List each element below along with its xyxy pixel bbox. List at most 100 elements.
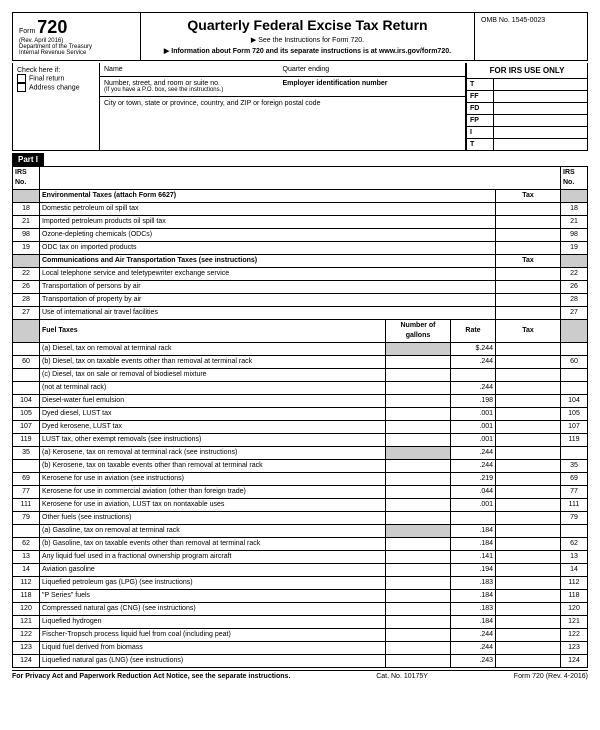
irs-no: 79 — [13, 512, 40, 525]
tax-input[interactable] — [496, 294, 561, 307]
city-label[interactable]: City or town, state or province, country… — [104, 100, 461, 120]
gallons-input[interactable] — [386, 655, 451, 668]
irs-no-r — [561, 447, 588, 460]
tax-input[interactable] — [496, 629, 561, 642]
gallons-input[interactable] — [386, 382, 451, 395]
tax-input[interactable] — [496, 473, 561, 486]
rate: .184 — [451, 590, 496, 603]
tax-input[interactable] — [496, 590, 561, 603]
gallons-input[interactable] — [386, 473, 451, 486]
tax-input[interactable] — [496, 229, 561, 242]
irs-row-value[interactable] — [494, 91, 587, 102]
irs-no-r: 104 — [561, 395, 588, 408]
tax-input[interactable] — [496, 460, 561, 473]
tax-input[interactable] — [496, 577, 561, 590]
quarter-field[interactable]: Quarter ending — [283, 66, 462, 73]
tax-input[interactable] — [496, 512, 561, 525]
irs-row-label: FD — [467, 103, 494, 114]
irs-no-r: 105 — [561, 408, 588, 421]
gallons-input[interactable] — [386, 512, 451, 525]
address-change-checkbox[interactable] — [17, 83, 26, 92]
tax-input[interactable] — [496, 242, 561, 255]
footer-left: For Privacy Act and Paperwork Reduction … — [12, 673, 290, 680]
tax-input[interactable] — [496, 408, 561, 421]
irs-no-r — [561, 382, 588, 395]
tax-input[interactable] — [496, 434, 561, 447]
gallons-input[interactable] — [386, 538, 451, 551]
tax-input[interactable] — [496, 395, 561, 408]
irs-no-r: 77 — [561, 486, 588, 499]
gallons-input[interactable] — [386, 408, 451, 421]
tax-input[interactable] — [496, 369, 561, 382]
gallons-input[interactable] — [386, 564, 451, 577]
gallons-input[interactable] — [386, 629, 451, 642]
gallons-input[interactable] — [386, 525, 451, 538]
irs-row-value[interactable] — [494, 103, 587, 114]
irs-row-value[interactable] — [494, 127, 587, 138]
tax-input[interactable] — [496, 356, 561, 369]
irs-row-value[interactable] — [494, 115, 587, 126]
irs-row-value[interactable] — [494, 139, 587, 150]
gallons-input[interactable] — [386, 642, 451, 655]
name-field[interactable]: Name — [104, 66, 283, 73]
irs-row-value[interactable] — [494, 79, 587, 90]
tax-input[interactable] — [496, 642, 561, 655]
tax-input[interactable] — [496, 603, 561, 616]
final-return-checkbox[interactable] — [17, 74, 26, 83]
tax-input[interactable] — [496, 281, 561, 294]
tax-input[interactable] — [496, 203, 561, 216]
gallons-input[interactable] — [386, 460, 451, 473]
line-desc: Transportation of persons by air — [40, 281, 496, 294]
rate: .184 — [451, 538, 496, 551]
gallons-input[interactable] — [386, 603, 451, 616]
tax-input[interactable] — [496, 268, 561, 281]
irs-header: FOR IRS USE ONLY — [467, 63, 587, 79]
ein-label[interactable]: Employer identification number — [283, 80, 462, 93]
irs-no-r: 21 — [561, 216, 588, 229]
irs-no: 123 — [13, 642, 40, 655]
tax-input[interactable] — [496, 499, 561, 512]
line-desc: Aviation gasoline — [40, 564, 386, 577]
tax-input[interactable] — [496, 525, 561, 538]
rate: .244 — [451, 382, 496, 395]
irs-no-r: 123 — [561, 642, 588, 655]
fuel-header: Fuel Taxes — [40, 320, 386, 343]
tax-input[interactable] — [496, 382, 561, 395]
gallons-input[interactable] — [386, 577, 451, 590]
gallons-input[interactable] — [386, 499, 451, 512]
gallons-input[interactable] — [386, 486, 451, 499]
tax-input[interactable] — [496, 216, 561, 229]
gallons-input[interactable] — [386, 369, 451, 382]
gallons-input[interactable] — [386, 590, 451, 603]
gallons-input[interactable] — [386, 356, 451, 369]
irs-no-r: 118 — [561, 590, 588, 603]
irs-no: 105 — [13, 408, 40, 421]
irs-no-r: 28 — [561, 294, 588, 307]
tax-input[interactable] — [496, 564, 561, 577]
gallons-input[interactable] — [386, 395, 451, 408]
gallons-input[interactable] — [386, 343, 451, 356]
irs-no-r: 119 — [561, 434, 588, 447]
gallons-input[interactable] — [386, 616, 451, 629]
gallons-input[interactable] — [386, 551, 451, 564]
addr-label: Address change — [29, 84, 80, 91]
tax-input[interactable] — [496, 486, 561, 499]
tax-input[interactable] — [496, 616, 561, 629]
gallons-input[interactable] — [386, 434, 451, 447]
pobox-label: (If you have a P.O. box, see the instruc… — [104, 87, 283, 93]
irs-no — [13, 369, 40, 382]
line-desc: "P Series" fuels — [40, 590, 386, 603]
tax-input[interactable] — [496, 447, 561, 460]
tax-input[interactable] — [496, 655, 561, 668]
tax-input[interactable] — [496, 421, 561, 434]
check-section: Check here if: Final return Address chan… — [13, 63, 100, 150]
irs-no-r: 60 — [561, 356, 588, 369]
line-desc: (not at terminal rack) — [40, 382, 386, 395]
tax-input[interactable] — [496, 538, 561, 551]
gallons-input[interactable] — [386, 447, 451, 460]
tax-input[interactable] — [496, 307, 561, 320]
tax-input[interactable] — [496, 343, 561, 356]
gallons-input[interactable] — [386, 421, 451, 434]
tax-input[interactable] — [496, 551, 561, 564]
line-desc: Diesel-water fuel emulsion — [40, 395, 386, 408]
